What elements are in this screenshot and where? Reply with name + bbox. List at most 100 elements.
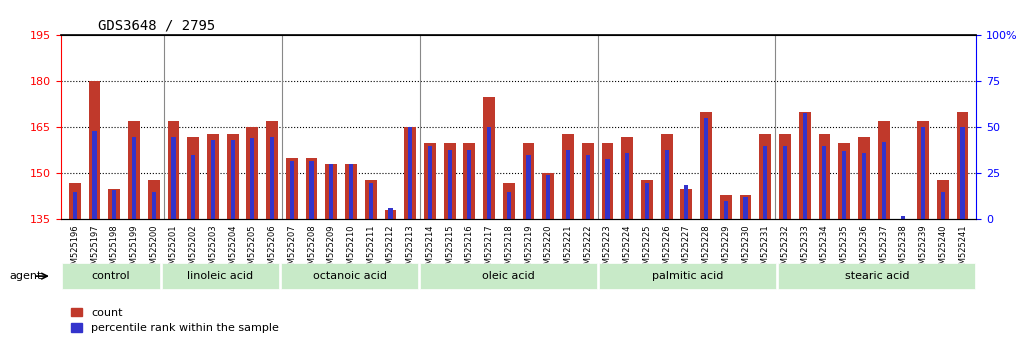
Text: palmitic acid: palmitic acid [652,271,723,281]
Bar [286,158,298,219]
Bar [957,112,968,219]
Bar [739,195,752,219]
Bar [109,189,120,219]
Text: octanoic acid: octanoic acid [312,271,386,281]
FancyBboxPatch shape [599,263,776,289]
Text: agent: agent [9,271,42,281]
Bar [901,216,905,219]
Bar [172,137,176,219]
Bar [132,137,136,219]
Text: linoleic acid: linoleic acid [187,271,253,281]
Bar [152,192,156,219]
Bar [349,164,353,219]
Bar [601,143,613,219]
Bar [565,149,571,219]
Bar [861,153,865,219]
Bar [625,153,630,219]
Bar [147,179,160,219]
Bar [250,138,254,219]
Bar [878,121,890,219]
Bar [325,164,338,219]
Bar [743,198,747,219]
Bar [306,158,317,219]
Bar [345,164,357,219]
FancyBboxPatch shape [420,263,597,289]
Bar [605,159,609,219]
Bar [724,201,728,219]
Bar [720,195,731,219]
Bar [191,155,195,219]
Bar [388,209,393,219]
Bar [684,184,689,219]
Bar [227,133,239,219]
Bar [330,164,334,219]
Bar [487,127,491,219]
Bar [586,155,590,219]
Bar [483,97,495,219]
Bar [941,192,945,219]
Bar [700,112,712,219]
Bar [527,155,531,219]
Bar [207,133,219,219]
Text: stearic acid: stearic acid [844,271,909,281]
Bar [168,121,179,219]
Bar [506,192,511,219]
Bar [309,161,313,219]
Bar [664,149,669,219]
Bar [464,143,475,219]
Bar [760,133,771,219]
Bar [819,133,830,219]
Bar [641,179,653,219]
Bar [562,133,574,219]
Bar [211,140,215,219]
Bar [231,140,235,219]
Bar [443,143,456,219]
Bar [368,183,373,219]
Bar [266,121,278,219]
Bar [128,121,140,219]
Bar [69,183,80,219]
Bar [937,179,949,219]
Bar [621,137,633,219]
FancyBboxPatch shape [281,263,418,289]
FancyBboxPatch shape [778,263,975,289]
Bar [680,189,693,219]
Bar [917,121,929,219]
Bar [271,137,275,219]
Bar [246,127,258,219]
Bar [365,179,376,219]
Bar [290,161,294,219]
Bar [783,146,787,219]
Bar [542,173,554,219]
Bar [582,143,594,219]
Bar [661,133,672,219]
Bar [428,146,432,219]
Text: control: control [92,271,130,281]
Bar [798,112,811,219]
Bar [88,81,101,219]
Bar [779,133,791,219]
Text: GDS3648 / 2795: GDS3648 / 2795 [98,19,215,33]
Bar [447,149,452,219]
Bar [802,113,806,219]
Bar [384,210,397,219]
Text: oleic acid: oleic acid [482,271,535,281]
Bar [882,142,886,219]
Bar [921,127,925,219]
Legend: count, percentile rank within the sample: count, percentile rank within the sample [66,303,284,338]
FancyBboxPatch shape [62,263,160,289]
Bar [823,146,827,219]
Bar [704,118,708,219]
Bar [502,183,515,219]
FancyBboxPatch shape [162,263,279,289]
Bar [73,192,77,219]
Bar [404,127,416,219]
Bar [838,143,850,219]
Bar [424,143,436,219]
Bar [93,131,97,219]
Bar [408,127,412,219]
Bar [842,152,846,219]
Bar [523,143,535,219]
Bar [112,190,116,219]
Bar [546,175,550,219]
